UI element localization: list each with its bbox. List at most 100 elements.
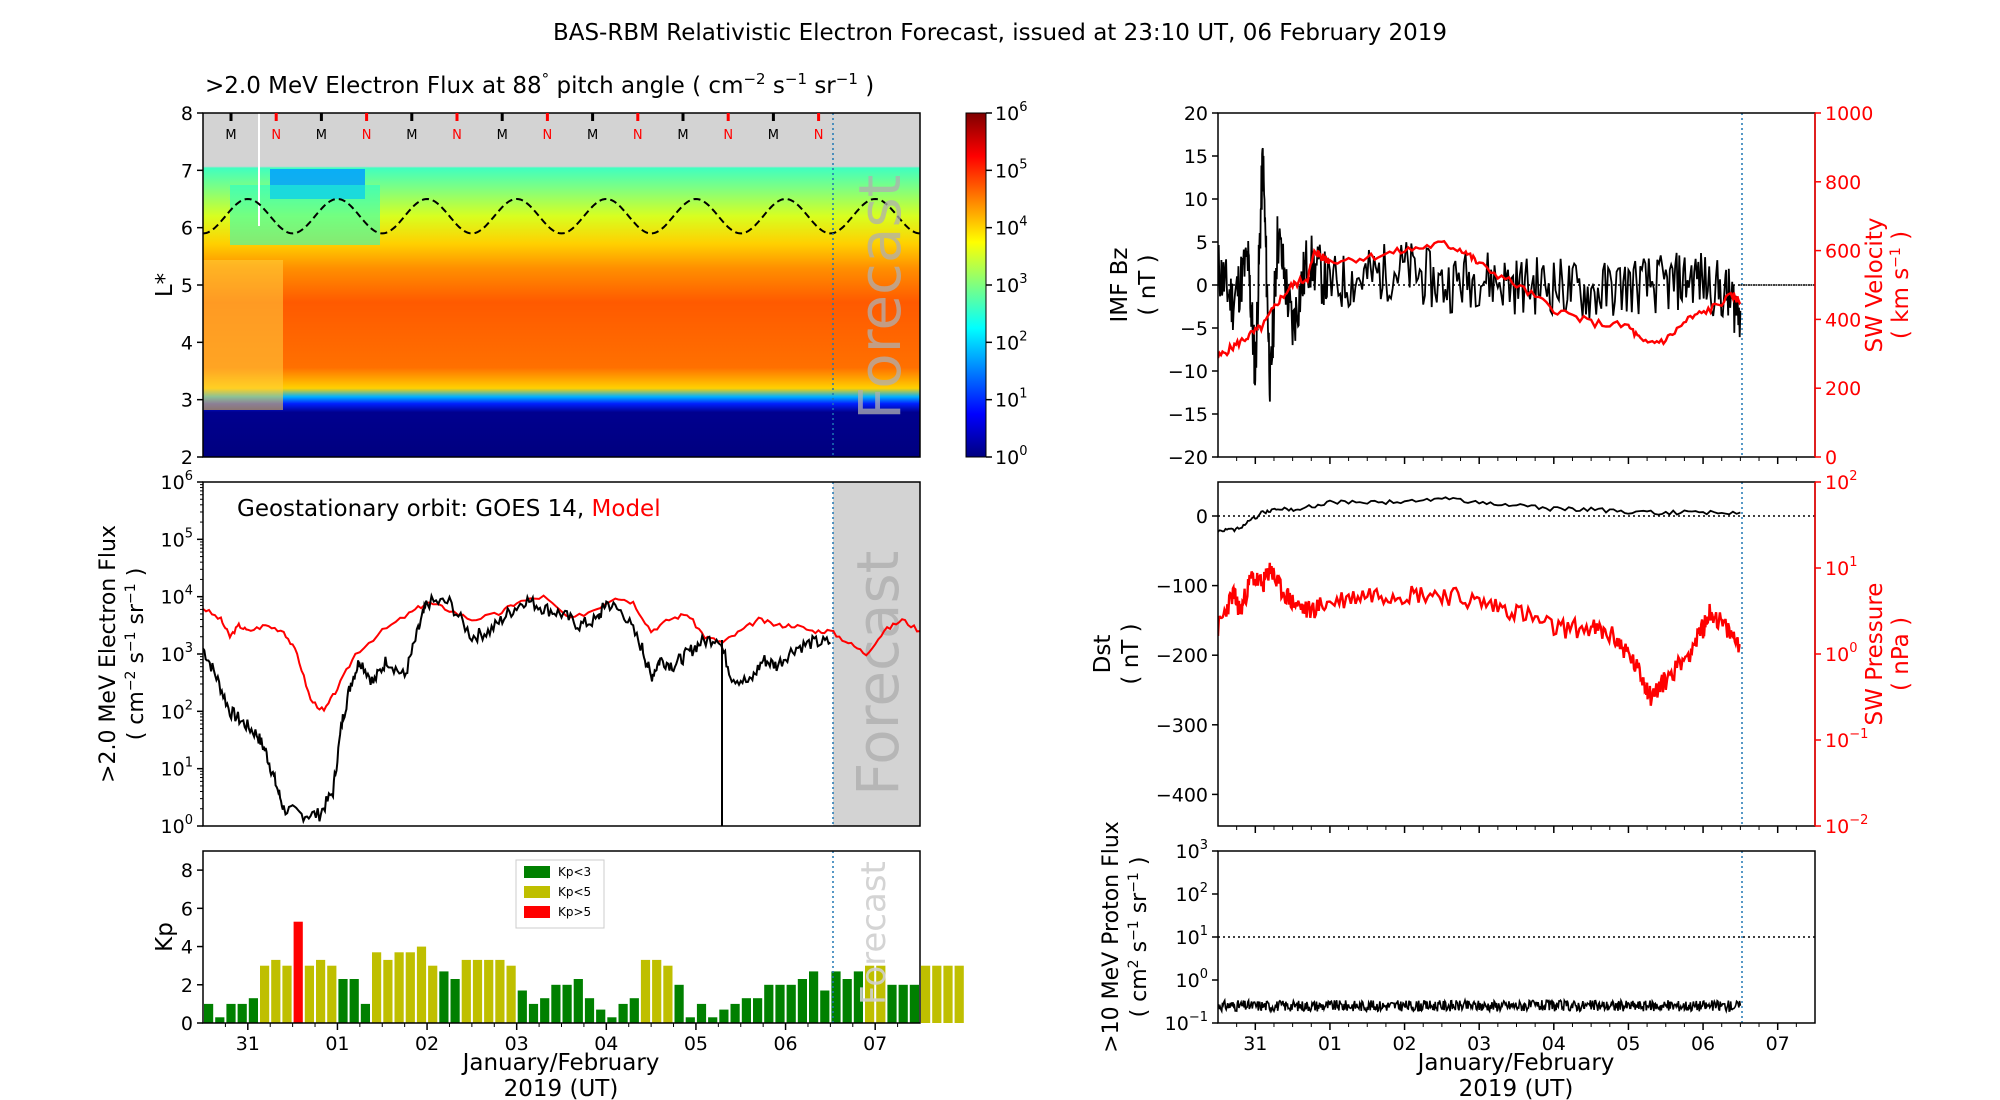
sw-pressure-ytick-label: 101 bbox=[1825, 555, 1857, 580]
geo-ytick-exp: 6 bbox=[185, 469, 193, 484]
geo-legend: Geostationary orbit: GOES 14, Model bbox=[237, 496, 661, 522]
kp-bar bbox=[685, 1017, 695, 1023]
geo-ytick-base: 10 bbox=[161, 759, 185, 781]
kp-bar bbox=[293, 921, 303, 1023]
flux-map-mn-label: N bbox=[543, 128, 553, 143]
sw-pressure-ytick-base: 10 bbox=[1825, 472, 1849, 494]
kp-legend: Kp<3 Kp<5 Kp>5 bbox=[515, 859, 605, 929]
colorbar-tick-exp: 1 bbox=[1019, 387, 1027, 402]
flux-map-mn-label: M bbox=[225, 128, 236, 143]
sw-pressure-ytick-base: 10 bbox=[1825, 558, 1849, 580]
proton-ylabel-units: ( cm bbox=[1127, 968, 1152, 1017]
colorbar-tick-base: 10 bbox=[995, 103, 1019, 125]
imf-ytick-label: 5 bbox=[1196, 232, 1208, 254]
kp-bar bbox=[226, 1003, 236, 1023]
geo-ytick-label: 105 bbox=[161, 526, 193, 551]
flux-map-ytick-label: 4 bbox=[181, 332, 193, 354]
kp-xtick-label: 03 bbox=[505, 1033, 529, 1055]
kp-bar bbox=[551, 984, 561, 1023]
geo-ytick-exp: 1 bbox=[185, 756, 193, 771]
dst-ytick-label: −300 bbox=[1156, 715, 1208, 737]
dst-ytick-label: −400 bbox=[1156, 784, 1208, 806]
colorbar-tick-base: 10 bbox=[995, 447, 1019, 469]
kp-bar bbox=[652, 959, 662, 1023]
imf-x-ticks bbox=[1236, 457, 1797, 464]
sw-pressure-ytick-label: 102 bbox=[1825, 469, 1857, 494]
kp-bar bbox=[898, 984, 908, 1023]
sw-pressure-ytick-label: 100 bbox=[1825, 641, 1857, 666]
sw-velocity-ytick-label: 1000 bbox=[1825, 103, 1873, 125]
flux-map-mn-label: N bbox=[452, 128, 462, 143]
geo-ylabel-close: ) bbox=[124, 568, 149, 584]
sw-pressure-ylabel-2: ( nPa ) bbox=[1888, 617, 1914, 691]
colorbar-tick-base: 10 bbox=[995, 275, 1019, 297]
imf-ytick-label: 20 bbox=[1184, 103, 1208, 125]
geo-ytick-label: 102 bbox=[161, 698, 193, 723]
kp-bar bbox=[484, 959, 494, 1023]
imf-y-axis: 20 15 10 5 0 −5 −10 −15 −20 bbox=[1168, 103, 1815, 469]
kp-bar bbox=[237, 1003, 247, 1023]
dst-frame bbox=[1217, 481, 1816, 827]
proton-x-axis: 31 01 02 03 04 05 06 07 bbox=[1236, 1023, 1797, 1055]
kp-bar bbox=[573, 979, 583, 1023]
geo-lines bbox=[203, 592, 920, 826]
proton-frame bbox=[1217, 850, 1816, 1024]
kp-bar bbox=[596, 1009, 606, 1023]
kp-bar bbox=[842, 979, 852, 1023]
flux-map-panel: >2.0 MeV Electron Flux at 88° pitch angl… bbox=[152, 70, 1027, 469]
proton-ytick-base: 10 bbox=[1176, 884, 1200, 906]
flux-map-early-lowflux bbox=[203, 260, 283, 410]
geo-ytick-label: 101 bbox=[161, 756, 193, 781]
proton-ytick-label: 100 bbox=[1176, 967, 1208, 992]
sw-velocity-ytick-label: 400 bbox=[1825, 309, 1861, 331]
kp-bar bbox=[640, 959, 651, 1023]
kp-bar bbox=[394, 952, 404, 1023]
sw-pressure-ylabel-1: SW Pressure bbox=[1862, 583, 1888, 726]
kp-xtick-label: 02 bbox=[415, 1033, 439, 1055]
proton-ylabel-exp1: 2 bbox=[1126, 959, 1142, 968]
proton-ylabel-exp2: −1 bbox=[1126, 920, 1142, 941]
geo-forecast-shade bbox=[833, 482, 920, 826]
flux-map-heatmap bbox=[203, 113, 920, 457]
kp-bar bbox=[909, 984, 919, 1023]
kp-bar bbox=[921, 965, 931, 1023]
flux-map-title-exp3: −1 bbox=[836, 70, 858, 88]
kp-bar bbox=[439, 971, 449, 1023]
geo-legend-space bbox=[584, 496, 591, 522]
colorbar-tick-exp: 0 bbox=[1019, 444, 1027, 459]
kp-bar bbox=[618, 1003, 628, 1023]
flux-map-title-sr: sr bbox=[807, 73, 836, 99]
flux-map-y-axis: 2 3 4 5 6 7 8 bbox=[181, 103, 203, 469]
right-xlabel-line1: January/February bbox=[1416, 1050, 1615, 1076]
sw-velocity-ylabel-units: ( km s bbox=[1888, 268, 1914, 339]
geo-ylabel-sr: sr bbox=[124, 603, 149, 631]
kp-bar bbox=[809, 971, 819, 1023]
flux-map-early-cyan bbox=[230, 185, 380, 245]
proton-ytick-label: 101 bbox=[1176, 924, 1208, 949]
right-xtick-label: 05 bbox=[1616, 1033, 1640, 1055]
kp-forecast-label: Forecast bbox=[854, 861, 894, 1005]
kp-bar bbox=[204, 1003, 214, 1023]
sw-pressure-ytick-base: 10 bbox=[1825, 816, 1849, 838]
colorbar-tick-exp: 5 bbox=[1019, 157, 1027, 172]
flux-map-ytick-label: 3 bbox=[181, 390, 193, 412]
flux-map-forecast-label: Forecast bbox=[846, 175, 914, 420]
imf-ytick-label: −15 bbox=[1168, 404, 1208, 426]
flux-map-mn-label: N bbox=[362, 128, 372, 143]
flux-map-mn-label: M bbox=[587, 128, 598, 143]
kp-bar bbox=[764, 984, 774, 1023]
right-xlabel-line2: 2019 (UT) bbox=[1459, 1076, 1574, 1100]
dst-ytick-label: 0 bbox=[1196, 506, 1208, 528]
sw-pressure-ytick-exp: 2 bbox=[1849, 469, 1857, 484]
proton-ytick-base: 10 bbox=[1176, 927, 1200, 949]
kp-bar bbox=[853, 971, 863, 1023]
flux-map-ytick-label: 8 bbox=[181, 103, 193, 125]
kp-bar bbox=[248, 998, 258, 1023]
imf-bz-line bbox=[1218, 147, 1742, 402]
geo-frame bbox=[202, 481, 921, 827]
sw-velocity-ytick-label: 800 bbox=[1825, 172, 1861, 194]
